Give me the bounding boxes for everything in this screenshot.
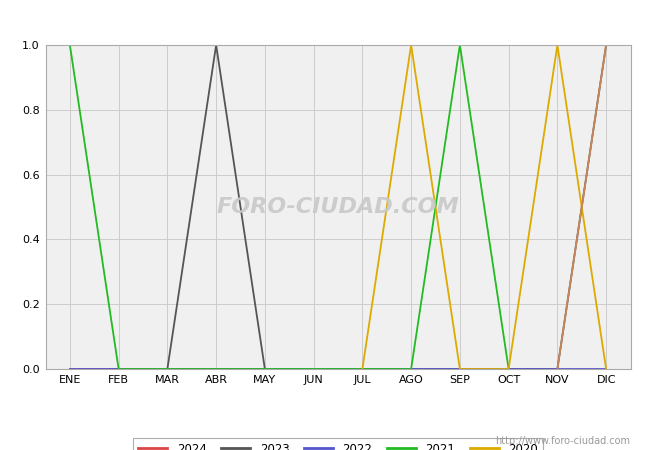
Text: Matriculaciones de Vehiculos en Cuevas Labradas: Matriculaciones de Vehiculos en Cuevas L…	[134, 9, 516, 24]
Text: http://www.foro-ciudad.com: http://www.foro-ciudad.com	[495, 436, 630, 446]
Text: FORO-CIUDAD.COM: FORO-CIUDAD.COM	[216, 197, 460, 217]
Legend: 2024, 2023, 2022, 2021, 2020: 2024, 2023, 2022, 2021, 2020	[133, 438, 543, 450]
